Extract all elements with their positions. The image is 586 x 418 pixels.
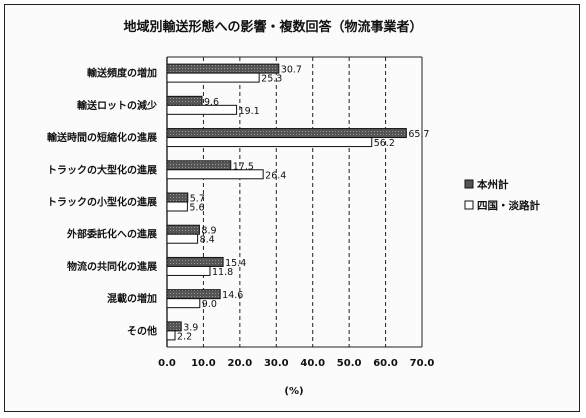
x-tick-label: 20.0 bbox=[228, 358, 253, 369]
bar bbox=[166, 321, 182, 332]
bar bbox=[166, 72, 260, 83]
bar bbox=[166, 289, 221, 300]
category-label: 輸送時間の短縮化の進展 bbox=[47, 131, 157, 144]
bar bbox=[166, 137, 373, 148]
data-label: 9.0 bbox=[202, 299, 217, 310]
data-label: 5.6 bbox=[189, 203, 204, 214]
bar bbox=[166, 224, 200, 235]
bar-chart: 地域別輸送形態への影響・複数回答（物流事業者） 0.0 10.0 20.0 30.0 4… bbox=[47, 19, 540, 397]
legend-label: 本州計 bbox=[477, 178, 509, 191]
plot-area: 0.0 10.0 20.0 30.0 40.0 50.0 60.0 70.0 輸送頻度の増加 30… bbox=[47, 56, 435, 369]
chart-title: 地域別輸送形態への影響・複数回答（物流事業者） bbox=[123, 19, 422, 35]
category-label: 輸送ロットの減少 bbox=[77, 99, 157, 112]
data-label: 25.3 bbox=[261, 74, 282, 85]
category-label: トラックの小型化の進展 bbox=[47, 196, 157, 209]
chart-frame: 地域別輸送形態への影響・複数回答（物流事業者） 0.0 10.0 20.0 30.0 4… bbox=[4, 4, 580, 412]
legend-label: 四国・淡路計 bbox=[477, 199, 540, 212]
x-tick-label: 30.0 bbox=[264, 358, 289, 369]
data-label: 56.2 bbox=[374, 138, 395, 149]
data-label: 5.7 bbox=[190, 194, 205, 205]
data-label: 11.8 bbox=[212, 267, 233, 278]
x-tick-label: 50.0 bbox=[337, 358, 362, 369]
data-label: 2.2 bbox=[177, 331, 192, 342]
bar bbox=[166, 233, 199, 244]
data-label: 3.9 bbox=[183, 322, 198, 333]
x-tick-label: 60.0 bbox=[373, 358, 398, 369]
category-label: 外部委託化への進展 bbox=[66, 228, 157, 241]
bar bbox=[166, 160, 232, 171]
category-label: その他 bbox=[127, 324, 157, 337]
data-label: 19.1 bbox=[239, 106, 260, 117]
category-label: 混載の増加 bbox=[107, 292, 157, 305]
x-tick-label: 40.0 bbox=[300, 358, 325, 369]
x-tick-label: 10.0 bbox=[191, 358, 216, 369]
bar bbox=[166, 265, 211, 276]
data-label: 30.7 bbox=[281, 65, 302, 76]
x-axis-label: (%) bbox=[284, 386, 303, 397]
bar bbox=[166, 95, 203, 106]
data-label: 17.5 bbox=[233, 161, 254, 172]
category-label: 物流の共同化の進展 bbox=[67, 260, 157, 273]
bar bbox=[166, 192, 189, 203]
bar bbox=[166, 330, 176, 341]
bar bbox=[166, 256, 224, 267]
data-label: 8.9 bbox=[201, 226, 216, 237]
x-tick-label: 70.0 bbox=[410, 358, 435, 369]
bar bbox=[166, 169, 264, 180]
data-label: 65.7 bbox=[408, 129, 429, 140]
category-label: トラックの大型化の進展 bbox=[47, 163, 157, 176]
category-label: 輸送頻度の増加 bbox=[87, 67, 157, 80]
data-label: 8.4 bbox=[200, 235, 215, 246]
bar bbox=[166, 201, 188, 212]
legend-swatch bbox=[464, 179, 474, 189]
bar bbox=[166, 128, 407, 139]
x-tick-label: 0.0 bbox=[158, 358, 176, 369]
bar bbox=[166, 298, 201, 309]
legend-swatch bbox=[464, 200, 474, 210]
data-label: 9.6 bbox=[204, 97, 219, 108]
bar bbox=[166, 104, 238, 115]
data-label: 15.4 bbox=[225, 258, 246, 269]
data-label: 14.6 bbox=[222, 290, 243, 301]
data-label: 26.4 bbox=[265, 170, 286, 181]
bar bbox=[166, 63, 280, 74]
